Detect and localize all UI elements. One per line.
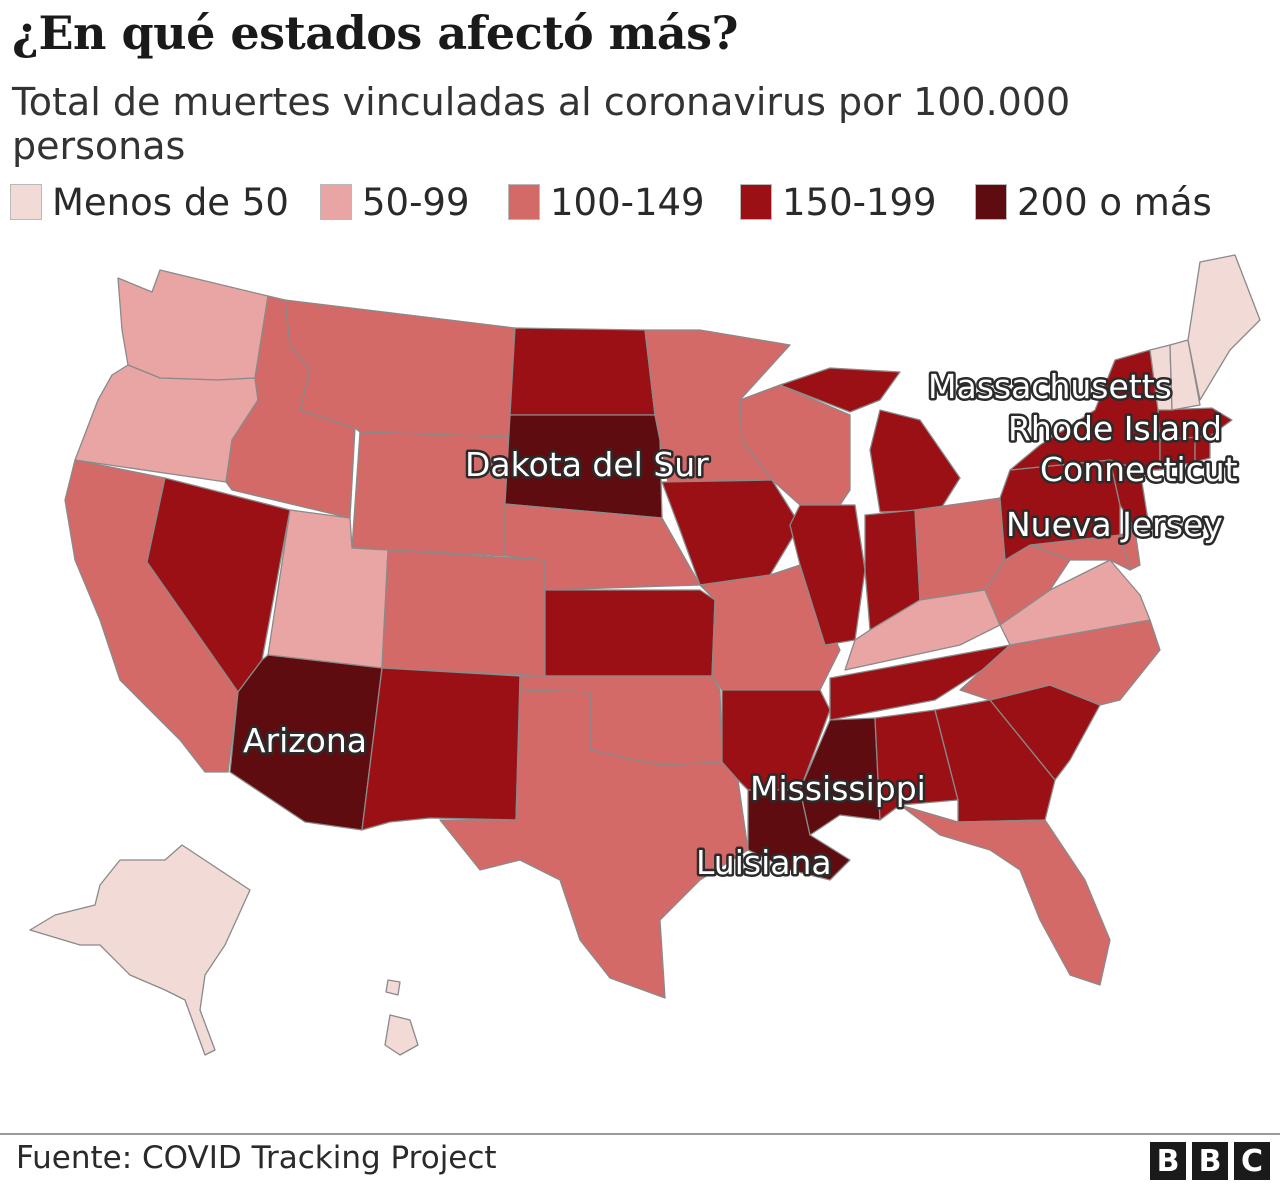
legend-label: 50-99 <box>362 180 470 224</box>
legend-item-50-99: 50-99 <box>320 180 470 224</box>
logo-letter: B <box>1150 1142 1186 1180</box>
state-michigan <box>869 409 961 513</box>
legend-swatch <box>320 184 352 220</box>
legend-label: 200 o más <box>1017 180 1212 224</box>
map-label-massachusetts: Massachusetts <box>928 367 1172 406</box>
bbc-logo: B B C <box>1150 1142 1270 1180</box>
map-label-arizona: Arizona <box>243 721 367 760</box>
legend-label: Menos de 50 <box>52 180 289 224</box>
state-kansas <box>544 589 716 677</box>
legend-swatch <box>740 184 772 220</box>
legend-item-under-50: Menos de 50 <box>10 180 289 224</box>
state-delaware <box>1119 529 1141 571</box>
legend-swatch <box>975 184 1007 220</box>
state-alabama <box>874 709 959 821</box>
chart-title: ¿En qué estados afectó más? <box>12 6 738 60</box>
state-texas <box>439 689 749 999</box>
state-north-dakota <box>509 327 656 416</box>
legend-item-100-149: 100-149 <box>508 180 705 224</box>
state-colorado <box>381 549 546 677</box>
legend-label: 100-149 <box>550 180 705 224</box>
state-maine <box>1187 254 1261 401</box>
state-montana <box>284 299 516 438</box>
legend-item-200-plus: 200 o más <box>975 180 1212 224</box>
state-illinois <box>789 504 866 646</box>
state-hawaii-maui <box>385 979 401 996</box>
map-label-dakota-del-sur: Dakota del Sur <box>465 445 709 484</box>
map-label-rhode-island: Rhode Island <box>1008 409 1222 448</box>
legend-swatch <box>508 184 540 220</box>
us-choropleth-map: Massachusetts Rhode Island Connecticut N… <box>0 240 1280 1120</box>
source-note: Fuente: COVID Tracking Project <box>16 1140 497 1176</box>
legend: Menos de 50 50-99 100-149 150-199 200 o … <box>10 180 1270 224</box>
footer-divider <box>0 1133 1280 1135</box>
legend-label: 150-199 <box>782 180 937 224</box>
logo-letter: B <box>1192 1142 1228 1180</box>
map-label-luisiana: Luisiana <box>696 843 832 882</box>
state-massachusetts <box>1157 407 1233 441</box>
map-label-mississippi: Mississippi <box>750 769 926 808</box>
state-florida <box>899 804 1111 986</box>
map-label-connecticut: Connecticut <box>1040 450 1238 489</box>
chart-subtitle: Total de muertes vinculadas al coronavir… <box>12 80 1071 168</box>
legend-item-150-199: 150-199 <box>740 180 937 224</box>
state-michigan-upper <box>779 367 901 413</box>
state-alaska <box>29 844 251 1056</box>
state-tennessee <box>829 644 1011 721</box>
state-hawaii <box>384 1014 419 1056</box>
logo-letter: C <box>1234 1142 1270 1180</box>
state-washington <box>117 269 269 381</box>
state-south-dakota <box>504 414 663 519</box>
map-label-nueva-jersey: Nueva Jersey <box>1006 505 1223 544</box>
map-svg: Massachusetts Rhode Island Connecticut N… <box>29 254 1261 1056</box>
state-new-hampshire <box>1169 339 1201 411</box>
legend-swatch <box>10 184 42 220</box>
state-new-mexico <box>361 667 521 831</box>
